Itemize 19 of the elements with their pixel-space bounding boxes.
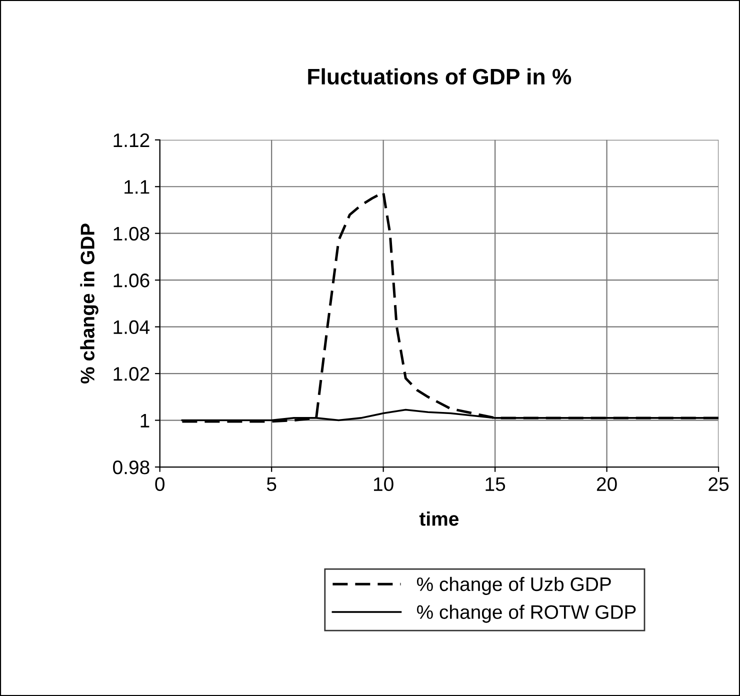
legend-label: % change of Uzb GDP <box>416 576 611 595</box>
x-tick-label: 10 <box>374 477 394 492</box>
y-tick-label: 1 <box>140 414 150 428</box>
x-axis-title: time <box>419 512 459 526</box>
y-tick-label: 1.06 <box>114 274 150 288</box>
y-tick-label: 1.08 <box>114 226 150 241</box>
y-tick-label: 1.1 <box>124 180 150 194</box>
x-tick-label: 25 <box>708 477 729 492</box>
chart-title: Fluctuations of GDP in % <box>308 68 572 85</box>
y-tick-label: 1.04 <box>114 320 150 334</box>
x-tick-label: 20 <box>596 477 617 492</box>
x-tick-label: 15 <box>486 477 506 492</box>
legend-label: % change of ROTW GDP <box>416 604 636 623</box>
x-tick-label: 0 <box>155 477 164 492</box>
x-tick-label: 5 <box>266 477 276 492</box>
y-axis-title: % change in GDP <box>80 224 98 384</box>
y-tick-label: 1.02 <box>114 367 150 381</box>
y-tick-label: 0.98 <box>113 460 150 474</box>
y-tick-label: 1.12 <box>114 133 150 147</box>
